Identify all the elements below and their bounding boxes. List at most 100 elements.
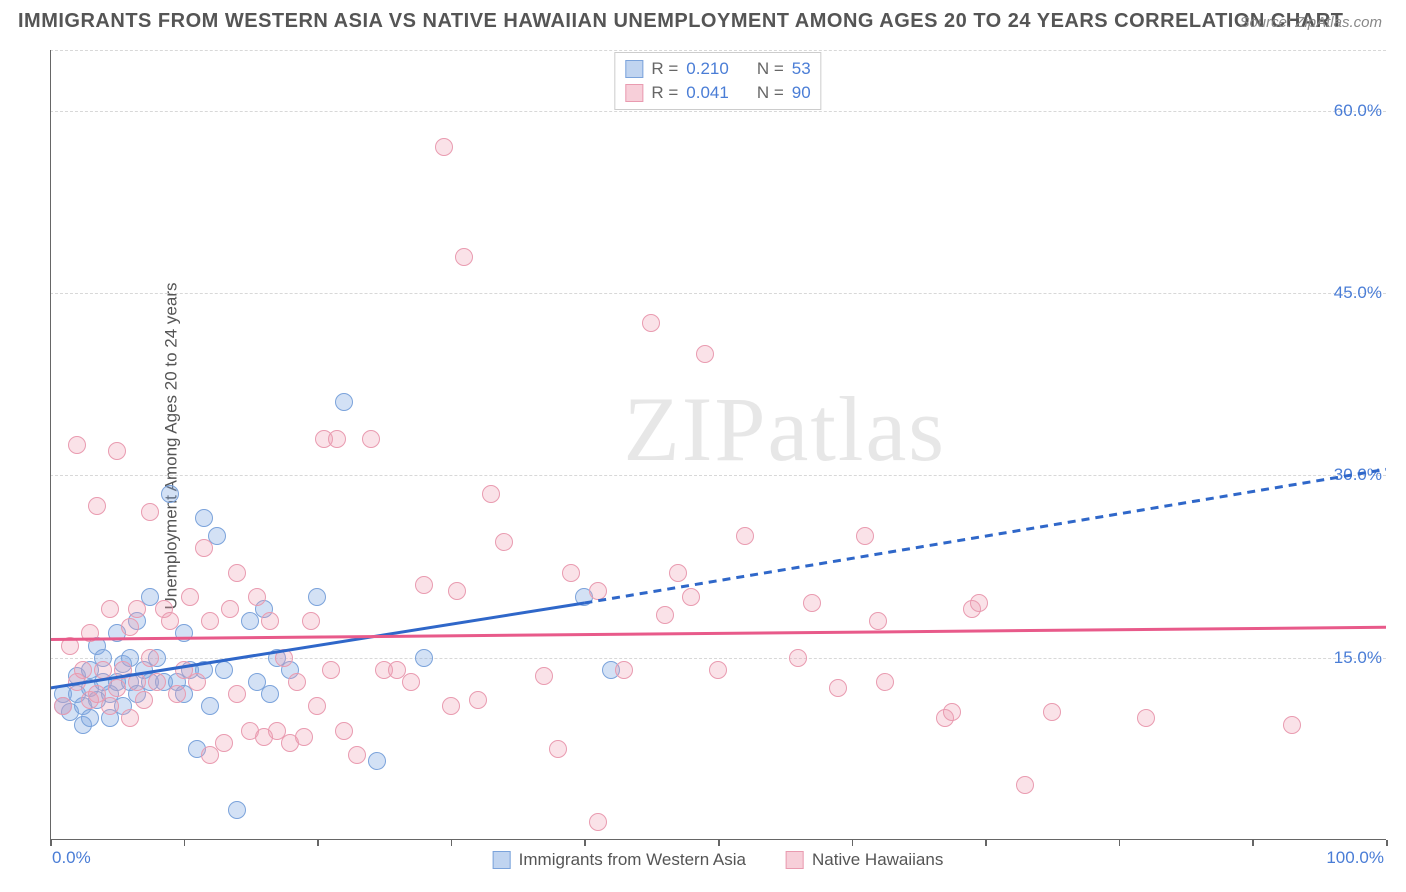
scatter-point <box>175 624 193 642</box>
scatter-point <box>402 673 420 691</box>
scatter-point <box>442 697 460 715</box>
scatter-point <box>141 649 159 667</box>
trend-line-dashed <box>584 469 1386 603</box>
legend-label: Immigrants from Western Asia <box>519 850 746 870</box>
scatter-point <box>789 649 807 667</box>
bottom-legend: Immigrants from Western Asia Native Hawa… <box>493 850 944 870</box>
scatter-point <box>415 576 433 594</box>
scatter-point <box>88 497 106 515</box>
scatter-point <box>81 709 99 727</box>
scatter-point <box>121 618 139 636</box>
x-tick-min: 0.0% <box>52 848 91 868</box>
scatter-point <box>335 393 353 411</box>
x-tick-mark <box>1252 840 1254 846</box>
scatter-point <box>248 588 266 606</box>
scatter-point <box>135 691 153 709</box>
scatter-point <box>161 485 179 503</box>
scatter-point <box>448 582 466 600</box>
scatter-point <box>1016 776 1034 794</box>
scatter-point <box>876 673 894 691</box>
scatter-point <box>201 612 219 630</box>
scatter-point <box>201 697 219 715</box>
scatter-point <box>261 685 279 703</box>
scatter-point <box>128 673 146 691</box>
scatter-point <box>288 673 306 691</box>
y-tick-label: 45.0% <box>1334 283 1382 303</box>
x-tick-mark <box>718 840 720 846</box>
scatter-point <box>328 430 346 448</box>
scatter-point <box>348 746 366 764</box>
scatter-point <box>228 685 246 703</box>
scatter-point <box>141 503 159 521</box>
scatter-point <box>228 801 246 819</box>
source-label: Source: ZipAtlas.com <box>1239 14 1382 31</box>
scatter-point <box>362 430 380 448</box>
square-swatch-icon <box>625 60 643 78</box>
scatter-point <box>121 709 139 727</box>
scatter-point <box>1283 716 1301 734</box>
scatter-point <box>829 679 847 697</box>
scatter-point <box>696 345 714 363</box>
grid-line <box>50 50 1386 51</box>
scatter-point <box>589 813 607 831</box>
scatter-point <box>108 679 126 697</box>
scatter-point <box>54 697 72 715</box>
square-swatch-icon <box>786 851 804 869</box>
scatter-point <box>128 600 146 618</box>
legend-item: Immigrants from Western Asia <box>493 850 746 870</box>
scatter-point <box>302 612 320 630</box>
scatter-point <box>562 564 580 582</box>
scatter-point <box>308 588 326 606</box>
legend-label: Native Hawaiians <box>812 850 943 870</box>
grid-line <box>50 293 1386 294</box>
x-tick-mark <box>1386 840 1388 846</box>
scatter-point <box>74 661 92 679</box>
x-tick-mark <box>184 840 186 846</box>
scatter-point <box>803 594 821 612</box>
scatter-point <box>168 685 186 703</box>
scatter-point <box>335 722 353 740</box>
scatter-point <box>161 612 179 630</box>
y-tick-label: 30.0% <box>1334 465 1382 485</box>
scatter-point <box>1043 703 1061 721</box>
x-tick-mark <box>985 840 987 846</box>
x-tick-mark <box>317 840 319 846</box>
watermark: ZIPatlas <box>624 376 947 482</box>
legend-item: Native Hawaiians <box>786 850 943 870</box>
scatter-point <box>642 314 660 332</box>
scatter-point <box>455 248 473 266</box>
scatter-point <box>308 697 326 715</box>
x-tick-mark <box>852 840 854 846</box>
stats-legend: R = 0.210 N = 53 R = 0.041 N = 90 <box>614 52 821 110</box>
scatter-point <box>295 728 313 746</box>
x-tick-mark <box>584 840 586 846</box>
scatter-point <box>495 533 513 551</box>
scatter-point <box>943 703 961 721</box>
scatter-point <box>228 564 246 582</box>
scatter-point <box>195 539 213 557</box>
scatter-point <box>482 485 500 503</box>
scatter-point <box>221 600 239 618</box>
scatter-point <box>970 594 988 612</box>
x-tick-max: 100.0% <box>1326 848 1384 868</box>
grid-line <box>50 111 1386 112</box>
x-tick-mark <box>1119 840 1121 846</box>
scatter-point <box>709 661 727 679</box>
x-tick-mark <box>50 840 52 846</box>
square-swatch-icon <box>493 851 511 869</box>
stats-row-pink: R = 0.041 N = 90 <box>625 81 810 105</box>
correlation-chart: IMMIGRANTS FROM WESTERN ASIA VS NATIVE H… <box>0 0 1406 892</box>
scatter-point <box>869 612 887 630</box>
n-value-pink: 90 <box>792 81 811 105</box>
scatter-point <box>368 752 386 770</box>
scatter-point <box>195 509 213 527</box>
scatter-point <box>615 661 633 679</box>
y-tick-label: 15.0% <box>1334 648 1382 668</box>
y-tick-label: 60.0% <box>1334 101 1382 121</box>
scatter-point <box>81 624 99 642</box>
scatter-point <box>148 673 166 691</box>
scatter-point <box>535 667 553 685</box>
scatter-point <box>589 582 607 600</box>
plot-area: ZIPatlas 15.0%30.0%45.0%60.0% 0.0% 100.0… <box>50 50 1386 840</box>
grid-line <box>50 658 1386 659</box>
